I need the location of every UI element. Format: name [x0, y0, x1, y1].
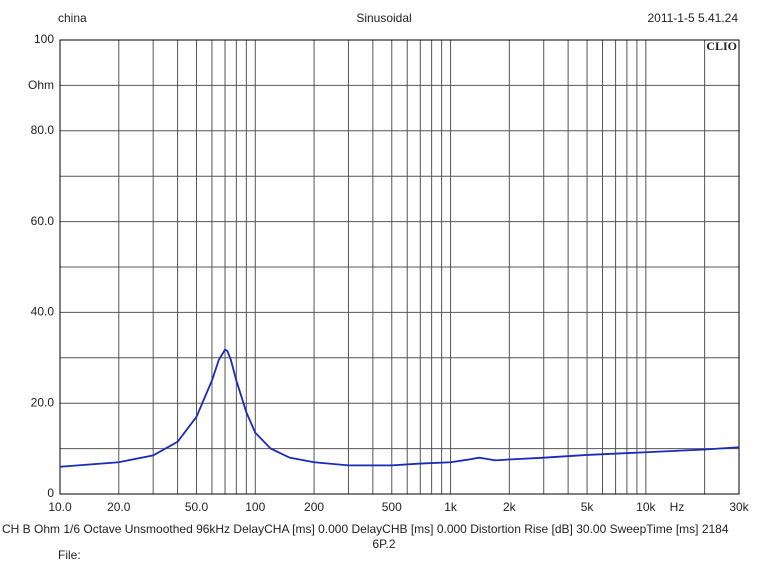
brand: CLIO	[706, 39, 737, 53]
x-tick-label: 100	[245, 500, 265, 514]
y-tick-label: 100	[34, 32, 54, 46]
y-tick-label: 20.0	[31, 395, 55, 409]
y-tick-label: 80.0	[31, 123, 55, 137]
y-tick-label: 40.0	[31, 305, 55, 319]
subfooter: 6P.2	[372, 537, 395, 551]
x-tick-label: 10k	[636, 500, 656, 514]
header-right: 2011-1-5 5.41.24	[647, 11, 738, 25]
x-tick-label: 2k	[503, 500, 517, 514]
x-tick-label: 1k	[444, 500, 458, 514]
x-tick-label: 5k	[581, 500, 595, 514]
x-tick-label: 50.0	[185, 500, 209, 514]
x-tick-label: 200	[304, 500, 324, 514]
chart-title: Sinusoidal	[356, 11, 411, 25]
x-tick-label: 20.0	[107, 500, 131, 514]
impedance-curve	[59, 348, 740, 468]
y-axis-label: Ohm	[28, 78, 54, 92]
x-tick-label: 10.0	[48, 500, 72, 514]
file-label: File:	[58, 548, 81, 562]
y-tick-label: 0	[47, 486, 54, 500]
footer: CH B Ohm 1/6 Octave Unsmoothed 96kHz Del…	[2, 522, 729, 536]
x-tick-label: 30k	[729, 500, 749, 514]
x-tick-label: 500	[382, 500, 402, 514]
y-tick-label: 60.0	[31, 214, 55, 228]
x-axis-label: Hz	[670, 500, 685, 514]
header-left: china	[58, 11, 87, 25]
plot-frame	[59, 39, 740, 495]
